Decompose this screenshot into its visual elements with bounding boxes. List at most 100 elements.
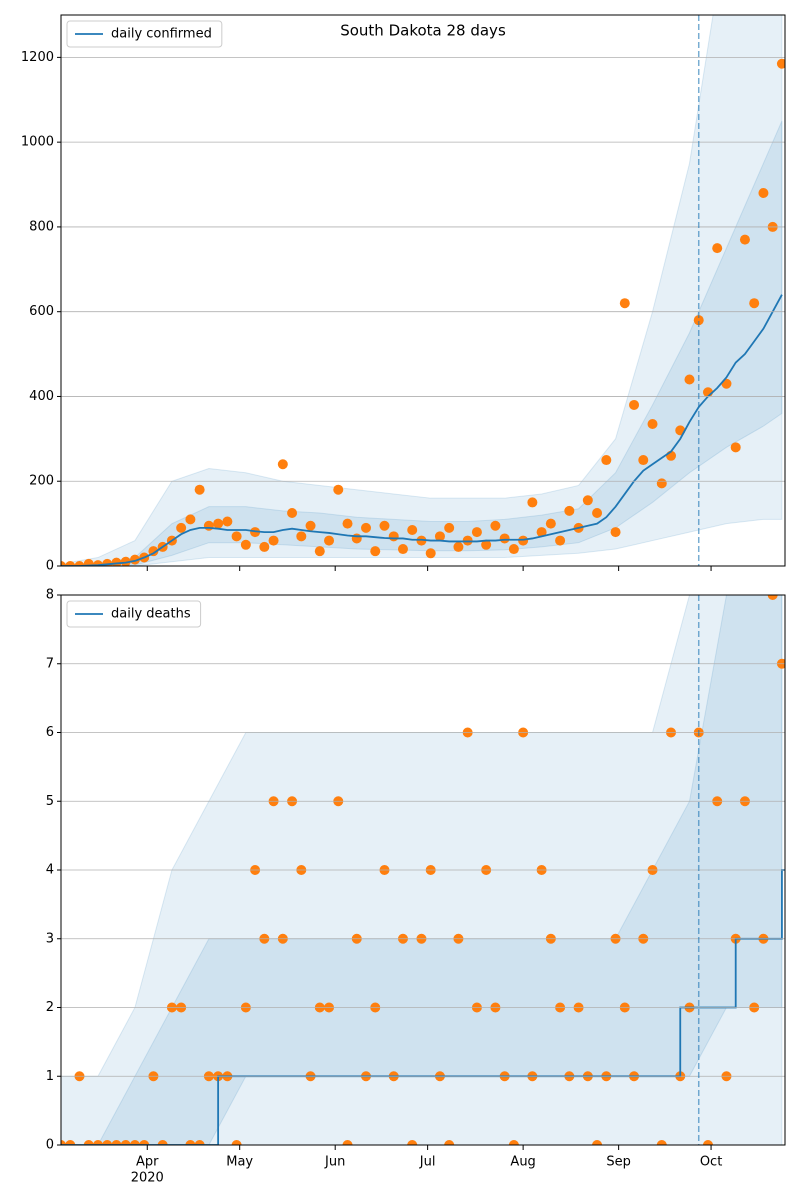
observed-point bbox=[545, 518, 556, 529]
observed-point bbox=[61, 561, 66, 566]
observed-point bbox=[203, 520, 214, 531]
observed-point bbox=[213, 518, 224, 529]
observed-point bbox=[434, 531, 445, 542]
y-tick-label: 1000 bbox=[21, 135, 54, 150]
observed-point bbox=[361, 522, 372, 533]
y-tick-label: 1200 bbox=[21, 50, 54, 65]
y-tick-label: 3 bbox=[46, 931, 54, 946]
observed-point bbox=[758, 188, 769, 199]
x-tick-label: Aug bbox=[510, 1155, 535, 1170]
observed-point bbox=[379, 520, 390, 531]
observed-point bbox=[61, 1140, 66, 1145]
observed-point bbox=[65, 561, 76, 566]
observed-point bbox=[693, 315, 704, 326]
observed-point bbox=[277, 459, 288, 470]
y-tick-label: 0 bbox=[46, 1138, 54, 1153]
observed-point bbox=[776, 58, 785, 69]
observed-point bbox=[74, 561, 85, 566]
observed-point bbox=[287, 508, 298, 519]
uncertainty-band bbox=[61, 120, 783, 566]
axes-frame bbox=[60, 14, 786, 567]
observed-point bbox=[102, 1140, 113, 1145]
observed-point bbox=[296, 531, 307, 542]
uncertainty-band bbox=[61, 15, 783, 566]
observed-point bbox=[176, 522, 187, 533]
observed-point bbox=[333, 484, 344, 495]
observed-point bbox=[157, 1140, 168, 1145]
observed-point bbox=[425, 548, 436, 559]
observed-point bbox=[444, 1140, 455, 1145]
observed-point bbox=[508, 544, 519, 555]
observed-point bbox=[499, 533, 510, 544]
observed-point bbox=[481, 539, 492, 550]
observed-point bbox=[324, 535, 335, 546]
observed-point bbox=[730, 442, 741, 453]
chart-title: South Dakota 28 days bbox=[340, 22, 506, 40]
observed-point bbox=[564, 505, 575, 516]
observed-point bbox=[767, 595, 778, 600]
observed-point bbox=[231, 1140, 242, 1145]
observed-point bbox=[592, 1140, 603, 1145]
observed-point bbox=[370, 546, 381, 557]
y-tick-label: 2 bbox=[46, 1000, 54, 1015]
observed-point bbox=[305, 520, 316, 531]
observed-point bbox=[638, 455, 649, 466]
observed-point bbox=[444, 522, 455, 533]
observed-point bbox=[83, 1140, 94, 1145]
legend-label: daily confirmed bbox=[111, 27, 212, 42]
observed-point bbox=[407, 524, 418, 535]
observed-point bbox=[656, 478, 667, 489]
observed-point bbox=[139, 1140, 150, 1145]
observed-point bbox=[342, 1140, 353, 1145]
x-tick-label: Jul bbox=[419, 1155, 436, 1170]
observed-point bbox=[185, 1140, 196, 1145]
observed-point bbox=[647, 419, 658, 430]
observed-point bbox=[111, 1140, 122, 1145]
observed-point bbox=[65, 1140, 76, 1145]
observed-point bbox=[388, 531, 399, 542]
observed-point bbox=[508, 1140, 519, 1145]
observed-point bbox=[120, 1140, 131, 1145]
observed-point bbox=[490, 520, 501, 531]
observed-point bbox=[259, 541, 270, 552]
x-tick-label: Apr bbox=[136, 1155, 159, 1170]
plot-area bbox=[61, 15, 785, 566]
observed-point bbox=[702, 1140, 713, 1145]
observed-point bbox=[314, 546, 325, 557]
observed-point bbox=[129, 1140, 140, 1145]
y-tick-label: 400 bbox=[29, 389, 54, 404]
x-tick-label: Oct bbox=[700, 1155, 722, 1170]
observed-point bbox=[592, 508, 603, 519]
y-tick-label: 0 bbox=[46, 559, 54, 574]
observed-point bbox=[268, 535, 279, 546]
observed-point bbox=[555, 535, 566, 546]
observed-point bbox=[749, 298, 760, 309]
legend-box bbox=[66, 20, 223, 48]
observed-point bbox=[453, 541, 464, 552]
observed-point bbox=[739, 234, 750, 245]
observed-point bbox=[342, 518, 353, 529]
observed-point bbox=[407, 1140, 418, 1145]
x-tick-label: May bbox=[226, 1155, 253, 1170]
x-tick-sublabel: 2020 bbox=[131, 1171, 164, 1186]
observed-point bbox=[351, 533, 362, 544]
legend-box bbox=[66, 600, 202, 628]
observed-point bbox=[471, 527, 482, 538]
observed-point bbox=[185, 514, 196, 525]
legend-label: daily deaths bbox=[111, 607, 191, 622]
y-tick-label: 5 bbox=[46, 794, 54, 809]
y-tick-label: 1 bbox=[46, 1069, 54, 1084]
y-tick-label: 6 bbox=[46, 725, 54, 740]
series-line bbox=[61, 294, 783, 566]
y-tick-label: 7 bbox=[46, 656, 54, 671]
observed-point bbox=[684, 374, 695, 385]
observed-point bbox=[92, 1140, 103, 1145]
observed-point bbox=[397, 544, 408, 555]
y-tick-label: 8 bbox=[46, 588, 54, 603]
observed-point bbox=[601, 455, 612, 466]
observed-point bbox=[240, 539, 251, 550]
observed-point bbox=[656, 1140, 667, 1145]
observed-point bbox=[527, 497, 538, 508]
y-tick-label: 800 bbox=[29, 219, 54, 234]
observed-point bbox=[619, 298, 630, 309]
